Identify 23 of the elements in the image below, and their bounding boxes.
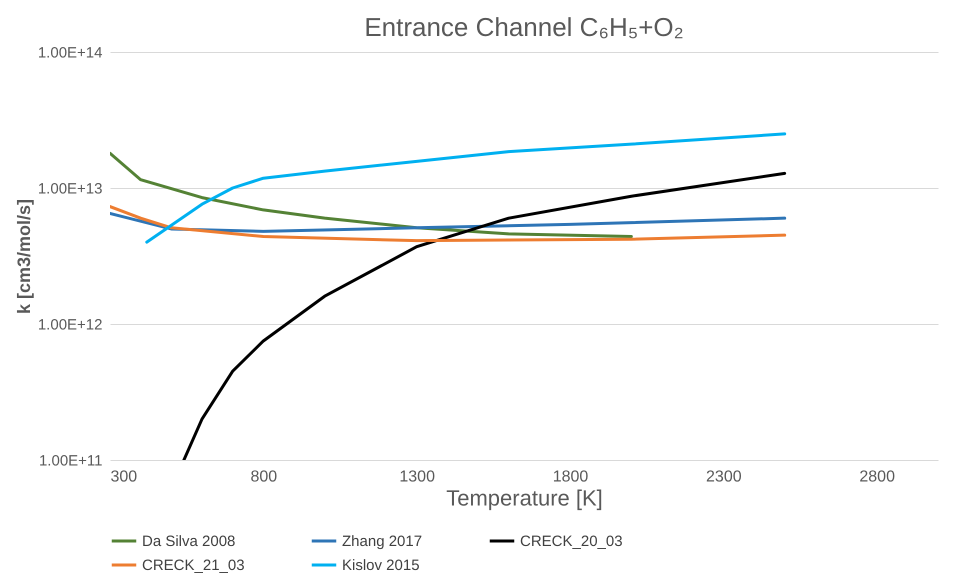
y-tick-label: 1.00E+14 [38,44,102,62]
x-tick-label: 1800 [552,468,588,486]
legend-label: CRECK_21_03 [142,557,245,574]
y-tick-label: 1.00E+12 [38,316,102,334]
legend-label: Kislov 2015 [342,557,420,574]
y-axis-title: k [cm3/mol/s] [14,198,34,314]
line-series [110,212,786,233]
x-axis-title: Temperature [K] [446,486,603,510]
x-tick-label: 300 [110,468,138,486]
x-tick-label: 1300 [399,468,436,486]
chart-title: Entrance Channel C₆H₅+O₂ [364,12,684,42]
x-tick-label: 800 [250,468,278,486]
legend-label: Da Silva 2008 [142,533,236,550]
line-series [110,152,633,238]
x-tick-label: 2800 [859,468,896,486]
y-tick-label: 1.00E+13 [38,180,102,198]
legend-label: CRECK_20_03 [520,533,623,550]
line-series [182,172,786,460]
line-series [110,205,786,242]
legend-label: Zhang 2017 [342,533,422,550]
line-series [145,132,786,244]
y-tick-label: 1.00E+11 [38,452,102,470]
x-tick-label: 2300 [706,468,742,486]
